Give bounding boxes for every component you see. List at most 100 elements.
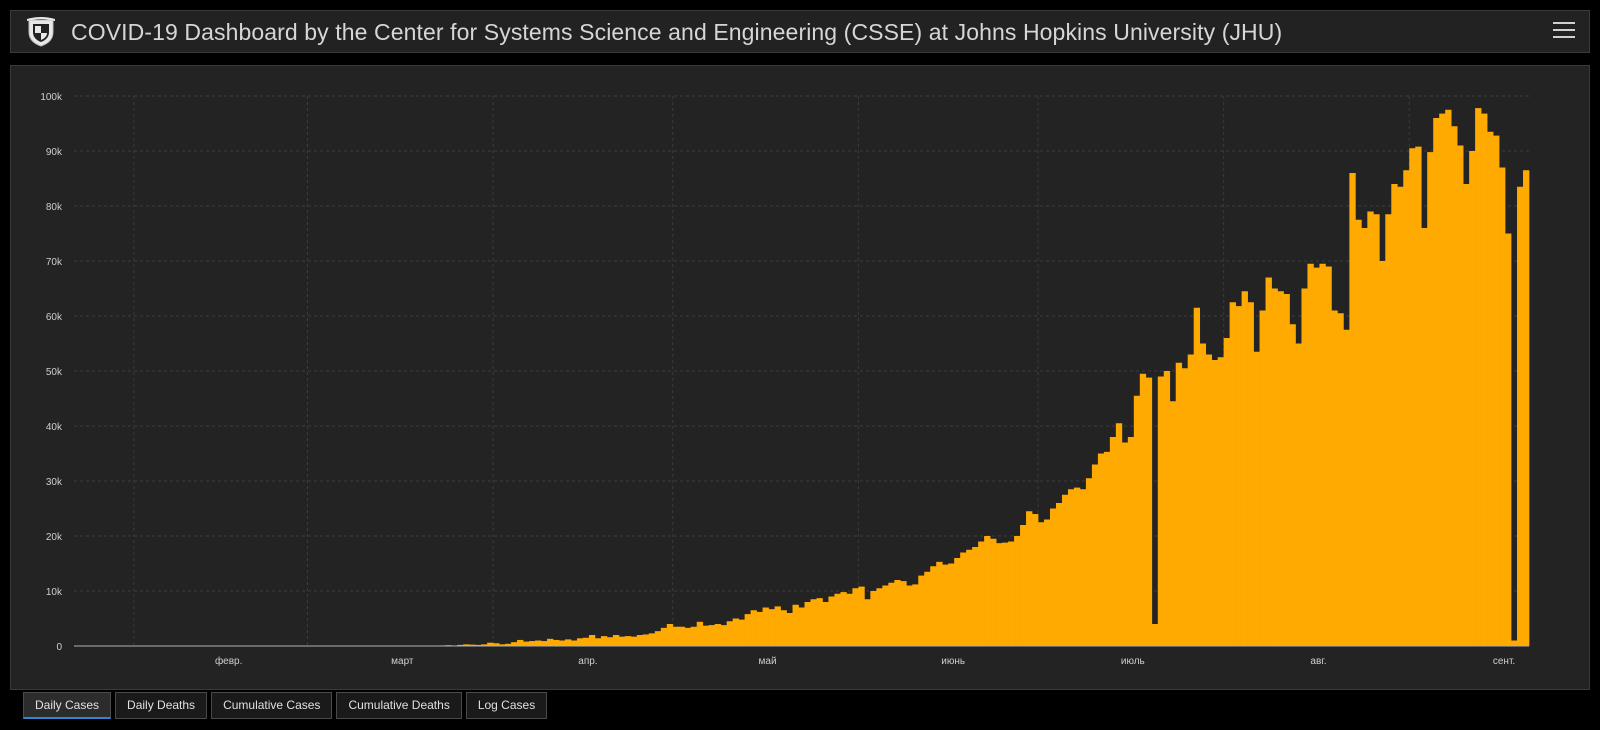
bar[interactable]	[1073, 487, 1081, 646]
bar[interactable]	[570, 640, 578, 647]
bar[interactable]	[756, 611, 763, 646]
bar[interactable]	[1481, 113, 1488, 647]
bar[interactable]	[475, 644, 482, 646]
bar[interactable]	[547, 638, 554, 646]
bar[interactable]	[732, 618, 739, 647]
bar[interactable]	[505, 643, 512, 646]
bar[interactable]	[517, 639, 524, 646]
bar[interactable]	[1499, 167, 1506, 647]
bar[interactable]	[744, 614, 751, 646]
bar[interactable]	[1325, 266, 1332, 647]
bar[interactable]	[1397, 186, 1404, 646]
bar[interactable]	[564, 639, 572, 646]
bar[interactable]	[1343, 329, 1350, 646]
bar[interactable]	[948, 563, 955, 647]
bar[interactable]	[690, 626, 698, 646]
bar[interactable]	[457, 644, 464, 646]
bar[interactable]	[1085, 478, 1093, 646]
bar[interactable]	[918, 575, 925, 646]
bar[interactable]	[1223, 338, 1230, 646]
bar[interactable]	[553, 639, 560, 646]
bar[interactable]	[972, 547, 979, 646]
bar[interactable]	[1151, 624, 1159, 646]
bar[interactable]	[1229, 302, 1236, 646]
bar[interactable]	[439, 645, 446, 646]
bar[interactable]	[1241, 291, 1248, 646]
bar[interactable]	[618, 636, 626, 646]
bar[interactable]	[714, 624, 722, 646]
bar[interactable]	[954, 558, 961, 646]
bar[interactable]	[990, 538, 997, 646]
bar[interactable]	[840, 592, 847, 646]
bar[interactable]	[1379, 261, 1386, 646]
bar[interactable]	[642, 634, 650, 646]
bar[interactable]	[870, 591, 877, 646]
tab-daily-cases[interactable]: Daily Cases	[23, 692, 112, 719]
bar[interactable]	[1038, 522, 1045, 646]
bar[interactable]	[511, 642, 518, 646]
tab-log-cases[interactable]: Log Cases	[465, 692, 548, 719]
bar[interactable]	[768, 609, 775, 646]
bar[interactable]	[1439, 113, 1446, 647]
bar[interactable]	[996, 543, 1003, 646]
bar[interactable]	[1032, 514, 1039, 646]
bar[interactable]	[1517, 186, 1524, 646]
tab-cumulative-deaths[interactable]: Cumulative Deaths	[336, 692, 462, 719]
bar[interactable]	[1127, 437, 1135, 646]
bar[interactable]	[1427, 152, 1434, 646]
bar[interactable]	[666, 624, 674, 646]
bar[interactable]	[1020, 525, 1027, 646]
bar[interactable]	[1055, 503, 1063, 646]
bar[interactable]	[1451, 126, 1458, 646]
bar[interactable]	[1163, 371, 1171, 646]
bar[interactable]	[1493, 135, 1500, 646]
bar[interactable]	[846, 593, 853, 646]
bar[interactable]	[1044, 519, 1051, 647]
bar[interactable]	[541, 641, 548, 646]
bar[interactable]	[654, 631, 662, 646]
bar[interactable]	[1175, 362, 1183, 646]
bar[interactable]	[1247, 302, 1254, 646]
bar[interactable]	[612, 635, 620, 646]
bar[interactable]	[858, 586, 865, 646]
bar[interactable]	[1283, 294, 1290, 646]
bar[interactable]	[1475, 108, 1482, 647]
bar[interactable]	[1014, 536, 1021, 646]
bar[interactable]	[1415, 146, 1422, 646]
bar[interactable]	[684, 627, 692, 646]
bar[interactable]	[810, 599, 817, 646]
bar[interactable]	[1121, 442, 1129, 647]
bar[interactable]	[912, 584, 919, 646]
bar[interactable]	[1211, 360, 1218, 646]
bar[interactable]	[966, 549, 973, 646]
bar[interactable]	[529, 641, 536, 646]
bar[interactable]	[936, 561, 943, 646]
bar[interactable]	[1187, 354, 1195, 647]
bar[interactable]	[1139, 373, 1147, 646]
bar[interactable]	[834, 593, 841, 646]
bar[interactable]	[792, 604, 799, 646]
bar[interactable]	[1463, 184, 1470, 646]
bar[interactable]	[864, 599, 871, 646]
bar[interactable]	[1469, 151, 1476, 646]
bar[interactable]	[487, 642, 494, 646]
bar[interactable]	[852, 588, 859, 646]
bar[interactable]	[930, 566, 937, 646]
bar[interactable]	[1289, 324, 1296, 646]
bar[interactable]	[1307, 263, 1314, 646]
bar[interactable]	[1505, 233, 1512, 647]
bar[interactable]	[606, 637, 614, 646]
bar[interactable]	[1337, 313, 1344, 646]
bar[interactable]	[1103, 451, 1111, 646]
bar[interactable]	[906, 585, 913, 647]
bar[interactable]	[1301, 288, 1308, 647]
tab-daily-deaths[interactable]: Daily Deaths	[115, 692, 208, 719]
bar[interactable]	[738, 619, 745, 646]
bar[interactable]	[1487, 131, 1494, 646]
bar[interactable]	[1355, 219, 1362, 646]
bar[interactable]	[1349, 173, 1356, 646]
bar[interactable]	[876, 588, 883, 646]
bar[interactable]	[1409, 148, 1416, 646]
bar[interactable]	[1115, 423, 1123, 646]
bar[interactable]	[1145, 377, 1153, 646]
